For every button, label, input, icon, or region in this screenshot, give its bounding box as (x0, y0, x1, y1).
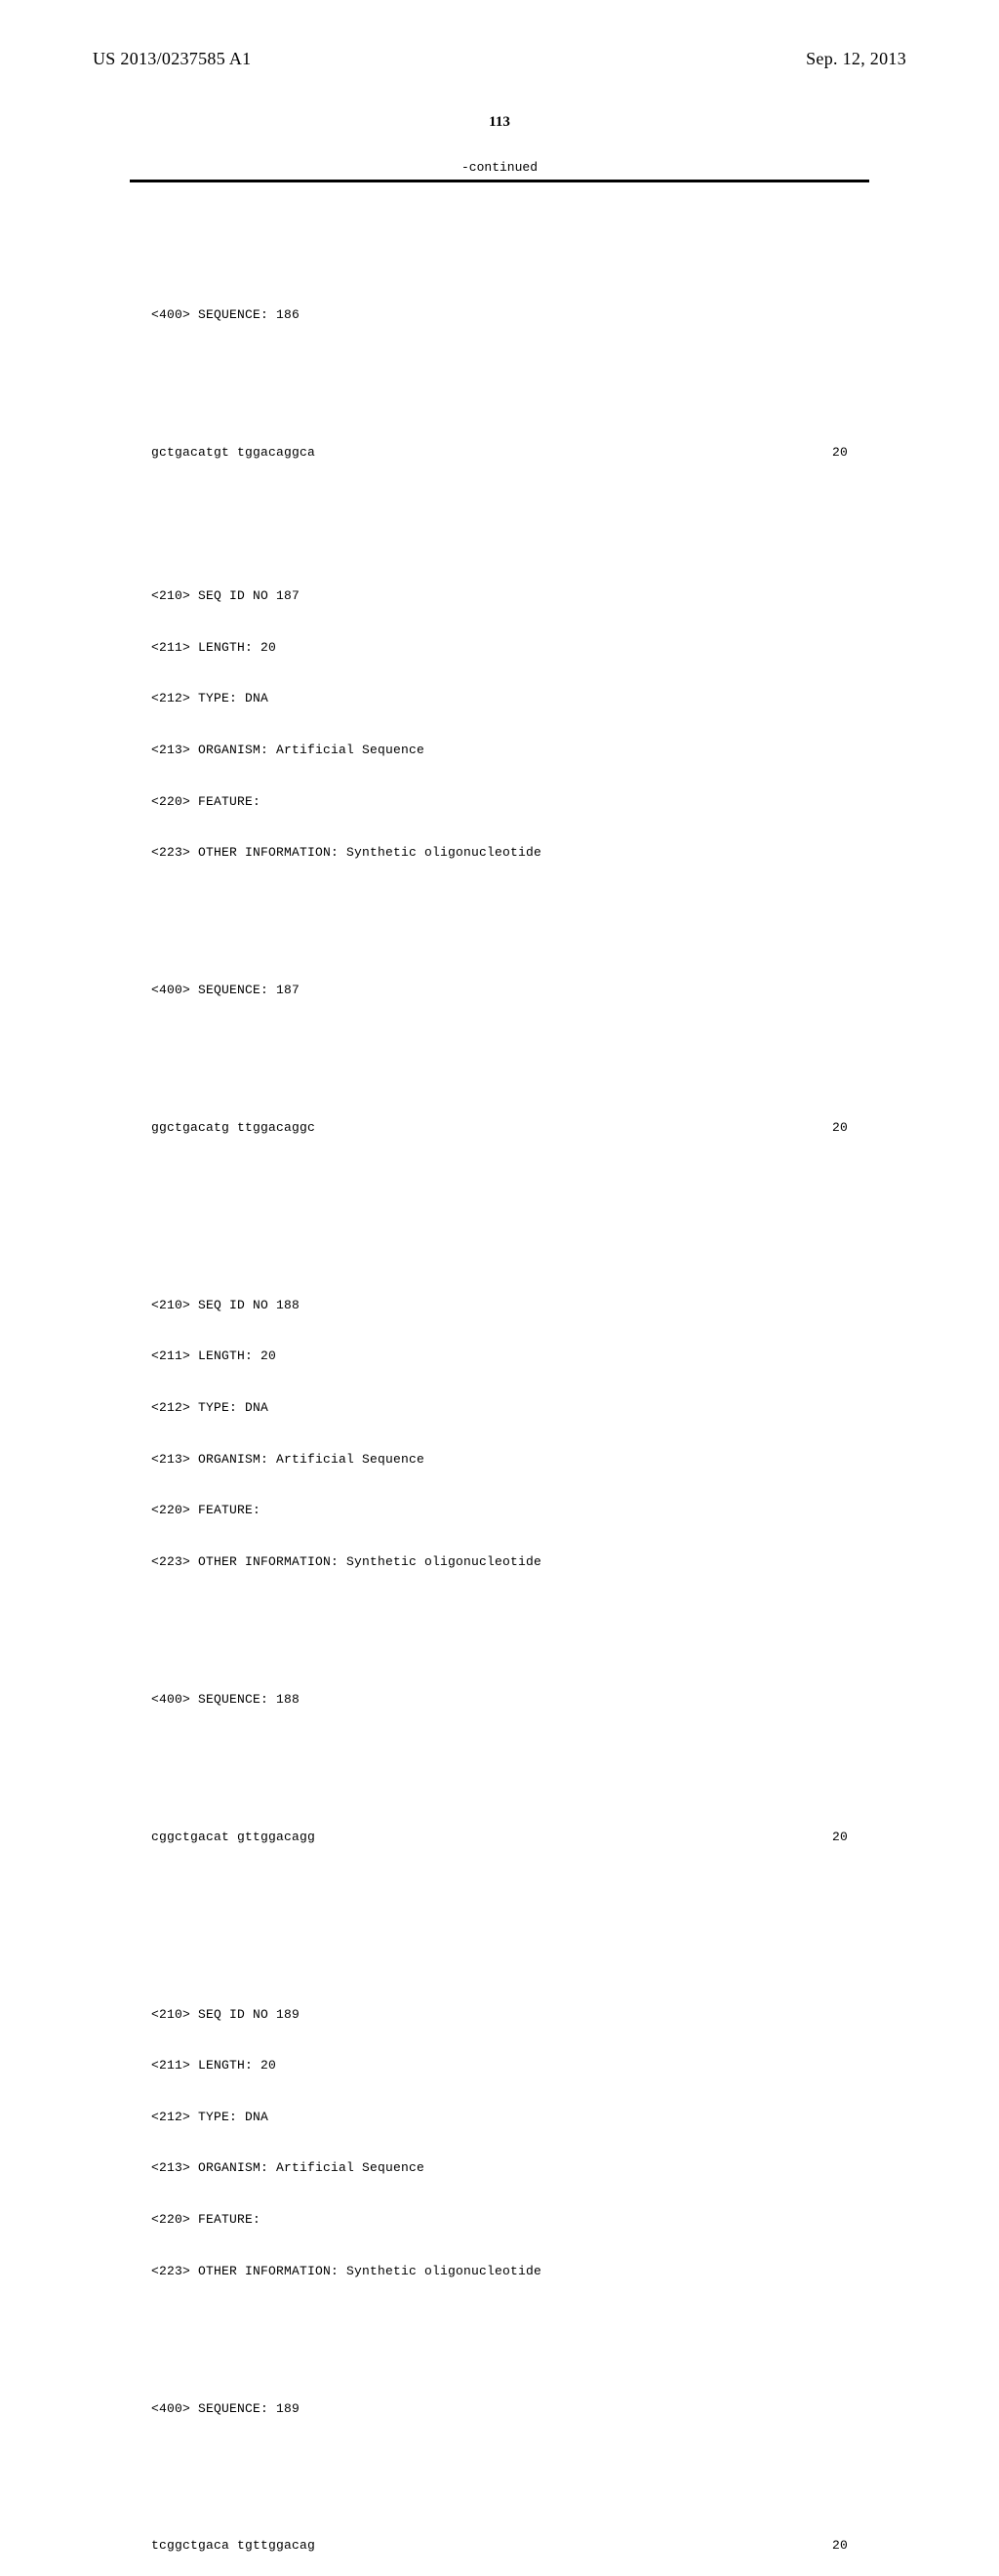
sequence-length: 20 (832, 444, 848, 462)
sequence-text: gctgacatgt tggacaggca (151, 444, 315, 462)
seq-header-line: <211> LENGTH: 20 (151, 2057, 848, 2074)
sequence-text: ggctgacatg ttggacaggc (151, 1119, 315, 1137)
sequence-header: <210> SEQ ID NO 189 <211> LENGTH: 20 <21… (151, 1971, 848, 2314)
seq-header-line: <212> TYPE: DNA (151, 1399, 848, 1417)
seq-header-line: <210> SEQ ID NO 188 (151, 1297, 848, 1314)
seq-header-line: <400> SEQUENCE: 187 (151, 982, 848, 999)
sequence-row: gctgacatgt tggacaggca 20 (151, 410, 848, 496)
seq-header-line: <223> OTHER INFORMATION: Synthetic oligo… (151, 1553, 848, 1571)
seq-header-line: <212> TYPE: DNA (151, 690, 848, 707)
seq-header-line: <220> FEATURE: (151, 1502, 848, 1519)
sequence-length: 20 (832, 2537, 848, 2555)
seq-header-line: <213> ORGANISM: Artificial Sequence (151, 742, 848, 759)
sequence-block: <400> SEQUENCE: 186 (151, 272, 848, 358)
seq-header-line: <213> ORGANISM: Artificial Sequence (151, 2159, 848, 2177)
publication-date: Sep. 12, 2013 (806, 49, 906, 69)
sequence-label: <400> SEQUENCE: 188 (151, 1657, 848, 1743)
seq-header-line: <220> FEATURE: (151, 793, 848, 811)
seq-header-line: <211> LENGTH: 20 (151, 639, 848, 657)
publication-number: US 2013/0237585 A1 (93, 49, 251, 69)
seq-header-line: <213> ORGANISM: Artificial Sequence (151, 1451, 848, 1469)
seq-header-line: <400> SEQUENCE: 189 (151, 2400, 848, 2418)
seq-header-line: <211> LENGTH: 20 (151, 1348, 848, 1365)
page-container: US 2013/0237585 A1 Sep. 12, 2013 113 -co… (0, 0, 999, 1288)
rule-thin (130, 181, 869, 182)
page-header: US 2013/0237585 A1 Sep. 12, 2013 (93, 49, 906, 69)
sequence-row: tcggctgaca tgttggacag 20 (151, 2503, 848, 2576)
sequence-row: ggctgacatg ttggacaggc 20 (151, 1085, 848, 1171)
seq-header-line: <400> SEQUENCE: 186 (151, 306, 848, 324)
sequence-label: <400> SEQUENCE: 189 (151, 2365, 848, 2451)
seq-header-line: <223> OTHER INFORMATION: Synthetic oligo… (151, 2263, 848, 2280)
seq-header-line: <212> TYPE: DNA (151, 2109, 848, 2126)
seq-header-line: <220> FEATURE: (151, 2211, 848, 2229)
sequence-text: cggctgacat gttggacagg (151, 1829, 315, 1846)
sequence-header: <210> SEQ ID NO 187 <211> LENGTH: 20 <21… (151, 553, 848, 896)
seq-header-line: <400> SEQUENCE: 188 (151, 1691, 848, 1709)
seq-header-line: <210> SEQ ID NO 187 (151, 587, 848, 605)
seq-header-line: <223> OTHER INFORMATION: Synthetic oligo… (151, 844, 848, 862)
sequence-row: cggctgacat gttggacagg 20 (151, 1793, 848, 1879)
sequence-length: 20 (832, 1119, 848, 1137)
sequence-listing: <400> SEQUENCE: 186 gctgacatgt tggacaggc… (93, 204, 906, 2576)
sequence-length: 20 (832, 1829, 848, 1846)
continued-label: -continued (93, 160, 906, 175)
sequence-header: <210> SEQ ID NO 188 <211> LENGTH: 20 <21… (151, 1263, 848, 1605)
page-number: 113 (93, 114, 906, 131)
seq-header-line: <210> SEQ ID NO 189 (151, 2006, 848, 2024)
sequence-label: <400> SEQUENCE: 187 (151, 947, 848, 1033)
sequence-text: tcggctgaca tgttggacag (151, 2537, 315, 2555)
